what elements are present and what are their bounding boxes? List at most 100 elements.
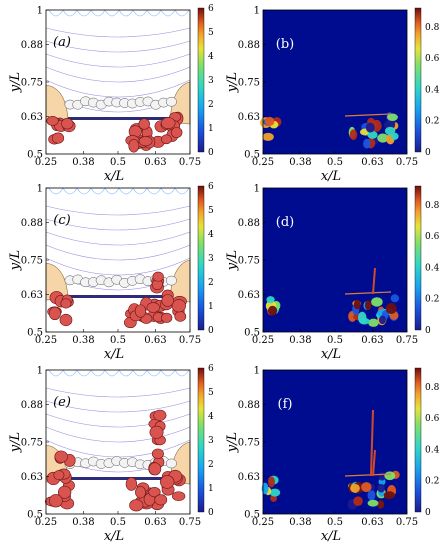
colorbar-tick-label: 0: [425, 148, 431, 158]
contour-line: [45, 27, 191, 38]
contour-line: [118, 369, 134, 377]
colorbar-tick-label: 2: [208, 460, 214, 470]
panel-f: 0.25 0.38 0.5 0.63 0.75 0.5 0.63 0.75 0.88 1 x/L y/…: [225, 366, 440, 545]
cell-signal: [353, 496, 363, 507]
contour-line: [45, 400, 191, 413]
barrier: [68, 295, 172, 298]
panel-a: 0.25 0.38 0.5 0.63 0.75 0.5 0.63 0.75 0.88 1 x/L y/…: [8, 4, 214, 184]
y-axis-label: y/L: [225, 250, 240, 271]
contour-line: [45, 53, 191, 68]
x-tick-label: 0.38: [289, 517, 311, 528]
contour-line: [160, 187, 176, 195]
cell-signal: [367, 489, 376, 501]
contour-line: [104, 9, 120, 17]
x-tick-label: 0.38: [72, 517, 94, 528]
signal-streak: [372, 449, 376, 477]
cell-signal: [377, 483, 385, 493]
cell: [59, 313, 73, 327]
cell: [51, 132, 65, 144]
contour-line: [146, 187, 162, 195]
colorbar-tick-label: 0.8: [425, 201, 440, 211]
y-tick-label: 1: [254, 366, 260, 377]
cell: [138, 118, 150, 130]
colorbar-tick-label: 0.6: [425, 232, 440, 242]
y-axis-label: y/L: [225, 72, 240, 93]
x-axis-label: x/L: [104, 529, 124, 544]
contour-line: [62, 187, 78, 195]
cell-signal: [268, 476, 275, 488]
plot-background: [263, 10, 407, 154]
contour-line: [45, 387, 191, 398]
cell-signal: [384, 471, 396, 481]
colorbar: [414, 367, 422, 513]
cell: [58, 485, 72, 499]
cell: [128, 138, 140, 153]
panel-c: 0.25 0.38 0.5 0.63 0.75 0.5 0.63 0.75 0.88 1 x/L y/…: [8, 182, 214, 362]
signal-streak: [344, 113, 392, 117]
contour-line: [132, 9, 148, 17]
cell: [159, 475, 175, 489]
contour-line: [76, 9, 92, 17]
colorbar-tick-label: 1: [208, 302, 214, 312]
colorbar-tick-label: 4: [208, 52, 214, 62]
x-tick-label: 0.25: [35, 157, 57, 168]
y-tick-label: 0.63: [238, 290, 260, 301]
x-tick-label: 0.75: [179, 517, 201, 528]
x-axis-label: x/L: [104, 169, 124, 184]
colorbar-tick-label: 0: [208, 326, 214, 336]
contour-line: [104, 187, 120, 195]
contour-line: [90, 9, 106, 17]
x-tick-label: 0.38: [72, 157, 94, 168]
cell: [138, 136, 153, 147]
cell-signal: [368, 318, 379, 327]
colorbar-tick-label: 0: [208, 508, 214, 518]
contour-line: [104, 369, 120, 377]
contour-line: [48, 9, 64, 17]
x-tick-label: 0.75: [396, 335, 418, 346]
cell-signal: [361, 482, 372, 493]
signal-streak: [344, 291, 392, 295]
colorbar-tick-label: 6: [208, 364, 214, 374]
cell: [149, 425, 164, 439]
colorbar: [414, 185, 422, 331]
x-tick-label: 0.25: [252, 157, 274, 168]
panel-label: (a): [53, 35, 71, 50]
panel-d: 0.25 0.38 0.5 0.63 0.75 0.5 0.63 0.75 0.88 1 x/L y/…: [225, 184, 440, 363]
x-tick-label: 0.75: [179, 335, 201, 346]
cell: [160, 117, 176, 130]
y-axis-label: y/L: [8, 432, 23, 453]
signal-streak: [370, 409, 374, 477]
colorbar-tick-label: 4: [208, 412, 214, 422]
x-tick-label: 0.5: [327, 335, 343, 346]
x-tick-label: 0.5: [110, 335, 126, 346]
panel-label: (b): [276, 37, 294, 52]
barrier: [68, 117, 172, 120]
y-tick-label: 1: [37, 184, 43, 195]
x-tick-label: 0.38: [289, 335, 311, 346]
contour-line: [118, 187, 134, 195]
x-axis-label: x/L: [321, 169, 341, 184]
contour-line: [90, 369, 106, 377]
y-tick-label: 1: [254, 6, 260, 17]
y-tick-label: 0.5: [244, 510, 260, 521]
colorbar-tick-label: 2: [208, 100, 214, 110]
colorbar-tick-label: 3: [208, 436, 214, 446]
cell-signal: [359, 317, 370, 325]
cell-signal: [363, 138, 371, 149]
y-tick-label: 0.88: [238, 40, 260, 51]
contour-line: [132, 369, 148, 377]
contour-line: [174, 369, 190, 377]
cell-signal: [377, 133, 389, 143]
colorbar: [414, 7, 422, 153]
contour-line: [48, 369, 64, 377]
y-tick-label: 0.5: [27, 328, 43, 339]
y-tick-label: 0.88: [238, 400, 260, 411]
cell: [148, 462, 162, 476]
x-tick-label: 0.25: [35, 335, 57, 346]
contour-line: [45, 40, 191, 53]
contour-line: [146, 9, 162, 17]
cell-signal: [391, 132, 399, 140]
x-tick-label: 0.75: [396, 517, 418, 528]
contour-line: [76, 369, 92, 377]
